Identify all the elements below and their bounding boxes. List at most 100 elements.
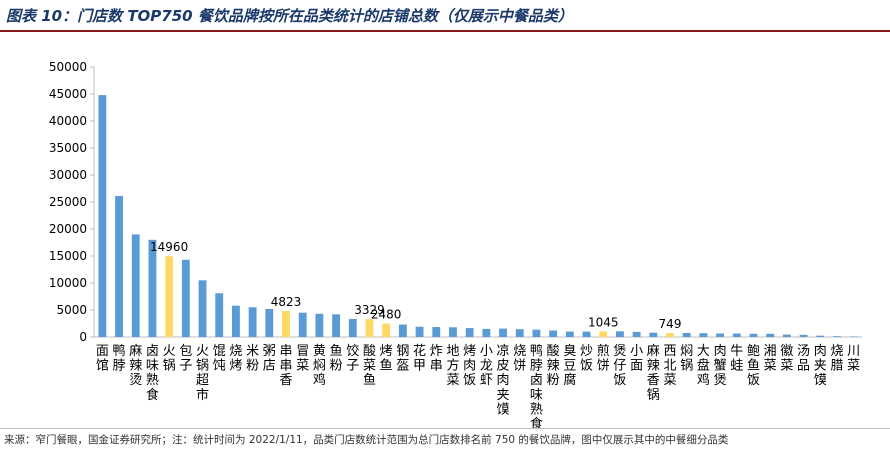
- y-tick-label: 40000: [49, 114, 87, 128]
- x-tick-label: 鱼粉: [330, 343, 343, 374]
- bar-10: [248, 307, 257, 337]
- bar-42: [782, 334, 791, 337]
- x-tick-label: 饺子: [346, 344, 359, 374]
- bar-17: [365, 319, 374, 337]
- bar-12: [282, 310, 290, 337]
- bar-35: [666, 332, 674, 337]
- x-tick-label: 鲍鱼饭: [747, 344, 760, 388]
- bar-18: [382, 323, 391, 337]
- bar-44: [816, 335, 825, 337]
- bar-29: [565, 331, 574, 337]
- x-tick-label: 面馆: [96, 344, 109, 374]
- x-tick-label: 小面: [630, 344, 643, 374]
- bar-14: [315, 313, 324, 337]
- x-tick-label: 炸串: [430, 344, 443, 374]
- x-tick-label: 米粉: [246, 344, 259, 374]
- x-tick-label: 焖锅: [680, 344, 693, 374]
- bar-23: [465, 328, 474, 337]
- y-tick-label: 10000: [49, 276, 87, 290]
- x-tick-label: 汤品: [797, 344, 810, 374]
- x-tick-label: 粥店: [263, 343, 276, 374]
- x-tick-label: 花甲: [413, 343, 426, 374]
- bar-31: [599, 331, 608, 337]
- y-tick-label: 50000: [49, 60, 87, 74]
- x-tick-label: 凉皮肉夹馍: [497, 344, 510, 417]
- y-tick-label: 20000: [49, 222, 87, 236]
- x-tick-label: 煲仔饭: [613, 343, 626, 388]
- x-tick-label: 煎饼: [597, 343, 610, 374]
- bar-32: [615, 331, 624, 337]
- x-tick-label: 烤鱼: [380, 344, 393, 374]
- x-tick-label: 冒菜: [296, 344, 309, 374]
- bar-45: [833, 336, 841, 337]
- bar-41: [766, 333, 775, 337]
- bar-22: [449, 327, 457, 337]
- data-label: 1045: [588, 315, 619, 329]
- bar-15: [332, 314, 341, 337]
- bar-2: [115, 196, 123, 337]
- x-tick-label: 肉夹馍: [814, 344, 827, 388]
- chart-bars: [98, 95, 858, 337]
- bar-40: [749, 333, 758, 337]
- bar-13: [298, 312, 307, 337]
- bar-3: [131, 234, 140, 337]
- bar-19: [398, 324, 407, 337]
- x-tick-label: 烤肉饭: [463, 344, 476, 388]
- x-tick-label: 黄焖鸡: [313, 344, 326, 388]
- title-divider: [0, 30, 890, 32]
- x-tick-label: 火锅超市: [196, 344, 209, 403]
- y-tick-label: 35000: [49, 141, 87, 155]
- data-label: 4823: [271, 295, 302, 309]
- x-tick-label: 炒饭: [580, 344, 593, 374]
- bar-6: [181, 259, 190, 337]
- bar-28: [549, 330, 558, 337]
- x-tick-label: 鸭脖卤味熟食: [530, 344, 543, 428]
- x-tick-label: 麻辣烫: [129, 344, 142, 388]
- x-tick-label: 烧饼: [513, 344, 526, 374]
- x-tick-label: 烧烤: [229, 344, 242, 374]
- bar-16: [348, 319, 357, 337]
- y-tick-label: 15000: [49, 249, 87, 263]
- data-label: 749: [659, 317, 682, 331]
- bar-33: [632, 331, 641, 337]
- bar-34: [649, 332, 658, 337]
- bar-38: [716, 333, 725, 337]
- x-tick-label: 火锅: [163, 344, 176, 374]
- bar-1: [98, 95, 107, 337]
- x-tick-label: 包子: [179, 344, 192, 374]
- bar-26: [515, 329, 524, 337]
- bar-21: [432, 327, 441, 337]
- x-tick-label: 肉蟹煲: [714, 344, 727, 388]
- source-note: 来源：窄门餐眼，国金证券研究所；注：统计时间为 2022/1/11，品类门店数统…: [4, 434, 729, 446]
- bar-37: [699, 333, 708, 337]
- y-tick-label: 30000: [49, 168, 87, 182]
- x-tick-label: 酸辣粉: [547, 344, 560, 388]
- x-tick-label: 徽菜: [780, 344, 793, 374]
- x-tick-label: 钢盔: [396, 344, 409, 374]
- bar-5: [165, 256, 174, 337]
- bar-30: [582, 331, 591, 337]
- bar-46: [849, 336, 858, 337]
- y-tick-label: 5000: [56, 303, 87, 317]
- bar-11: [265, 308, 274, 337]
- data-label: 2480: [371, 308, 402, 322]
- bar-25: [499, 328, 507, 337]
- bar-27: [532, 329, 541, 337]
- x-tick-label: 湘菜: [764, 344, 777, 374]
- data-label: 3329: [354, 303, 385, 317]
- bar-43: [799, 334, 808, 337]
- x-tick-label: 地方菜: [446, 344, 459, 388]
- bar-4: [148, 239, 157, 337]
- x-tick-label: 烧腊: [830, 344, 843, 374]
- y-tick-label: 0: [79, 330, 87, 344]
- y-tick-label: 45000: [49, 87, 87, 101]
- footer-divider: [0, 428, 890, 429]
- chart-category-labels: 面馆鸭脖麻辣烫卤味熟食火锅包子火锅超市馄饨烧烤米粉粥店串串香冒菜黄焖鸡鱼粉饺子酸…: [96, 343, 860, 428]
- x-tick-label: 西北菜: [663, 344, 676, 388]
- x-tick-label: 鸭脖: [113, 344, 126, 374]
- x-tick-label: 牛蛙: [730, 344, 743, 374]
- bar-7: [198, 280, 207, 337]
- chart-title: 图表 10：门店数 TOP750 餐饮品牌按所在品类统计的店铺总数（仅展示中餐品…: [6, 7, 573, 25]
- x-tick-label: 大盘鸡: [697, 344, 710, 388]
- bar-20: [415, 326, 424, 337]
